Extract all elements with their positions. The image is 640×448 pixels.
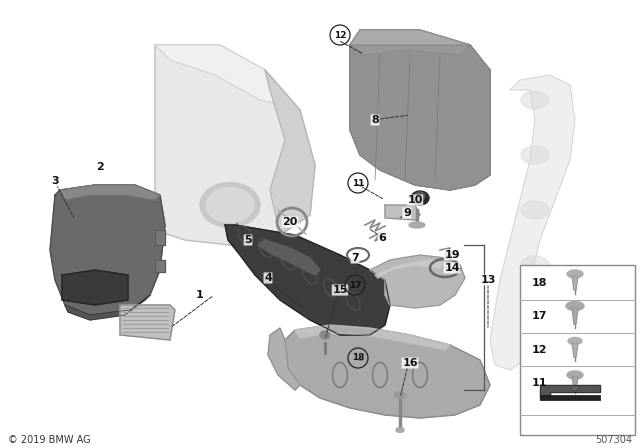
- Polygon shape: [375, 260, 445, 278]
- Bar: [520, 265, 635, 435]
- Polygon shape: [490, 75, 575, 370]
- Polygon shape: [572, 276, 578, 290]
- Polygon shape: [120, 305, 175, 340]
- Text: 9: 9: [403, 208, 411, 218]
- Ellipse shape: [321, 356, 329, 361]
- Polygon shape: [155, 260, 165, 272]
- Polygon shape: [155, 45, 315, 245]
- Text: 17: 17: [532, 311, 547, 321]
- Polygon shape: [265, 70, 315, 235]
- Ellipse shape: [411, 191, 429, 205]
- Text: 2: 2: [96, 162, 104, 172]
- Text: 4: 4: [264, 273, 272, 283]
- Text: 5: 5: [244, 235, 252, 245]
- Text: 6: 6: [378, 233, 386, 243]
- Text: 15: 15: [332, 285, 348, 295]
- Text: 7: 7: [351, 253, 359, 263]
- Polygon shape: [370, 255, 465, 308]
- Polygon shape: [50, 185, 165, 315]
- Text: 19: 19: [444, 250, 460, 260]
- Ellipse shape: [568, 337, 582, 345]
- Polygon shape: [225, 225, 390, 335]
- Text: 16: 16: [402, 358, 418, 368]
- Polygon shape: [65, 295, 150, 320]
- Text: 18: 18: [532, 278, 547, 288]
- Ellipse shape: [409, 222, 425, 228]
- Ellipse shape: [394, 392, 406, 398]
- Ellipse shape: [567, 270, 583, 278]
- Polygon shape: [155, 230, 165, 245]
- Polygon shape: [295, 325, 450, 350]
- Text: 10: 10: [407, 195, 422, 205]
- Text: 11: 11: [532, 378, 547, 388]
- Text: © 2019 BMW AG: © 2019 BMW AG: [8, 435, 91, 445]
- Polygon shape: [350, 30, 470, 55]
- Text: 507304: 507304: [595, 435, 632, 445]
- Ellipse shape: [521, 201, 549, 219]
- Ellipse shape: [521, 256, 549, 274]
- Polygon shape: [385, 205, 420, 220]
- Polygon shape: [285, 325, 490, 418]
- Text: 14: 14: [444, 263, 460, 273]
- Ellipse shape: [415, 192, 425, 200]
- Text: 12: 12: [532, 345, 547, 355]
- Ellipse shape: [200, 182, 260, 228]
- Text: 17: 17: [349, 280, 362, 289]
- Ellipse shape: [396, 427, 404, 432]
- Bar: [540, 395, 600, 400]
- Polygon shape: [258, 240, 320, 275]
- Ellipse shape: [521, 146, 549, 164]
- Ellipse shape: [320, 331, 330, 339]
- Polygon shape: [268, 328, 300, 390]
- Polygon shape: [350, 30, 490, 190]
- Text: 1: 1: [196, 290, 204, 300]
- Polygon shape: [572, 343, 578, 357]
- Polygon shape: [540, 385, 600, 398]
- Polygon shape: [62, 270, 128, 305]
- Ellipse shape: [521, 91, 549, 109]
- Text: 11: 11: [352, 178, 364, 188]
- Polygon shape: [350, 45, 490, 190]
- Polygon shape: [60, 185, 160, 200]
- Ellipse shape: [206, 188, 254, 223]
- Polygon shape: [572, 308, 578, 324]
- Text: 3: 3: [51, 176, 59, 186]
- Text: 12: 12: [333, 30, 346, 39]
- Ellipse shape: [567, 371, 583, 379]
- Polygon shape: [155, 45, 300, 110]
- Text: 13: 13: [480, 275, 496, 285]
- Polygon shape: [572, 377, 578, 389]
- Text: 20: 20: [282, 217, 298, 227]
- Text: 8: 8: [371, 115, 379, 125]
- Ellipse shape: [566, 302, 584, 310]
- Text: 18: 18: [352, 353, 364, 362]
